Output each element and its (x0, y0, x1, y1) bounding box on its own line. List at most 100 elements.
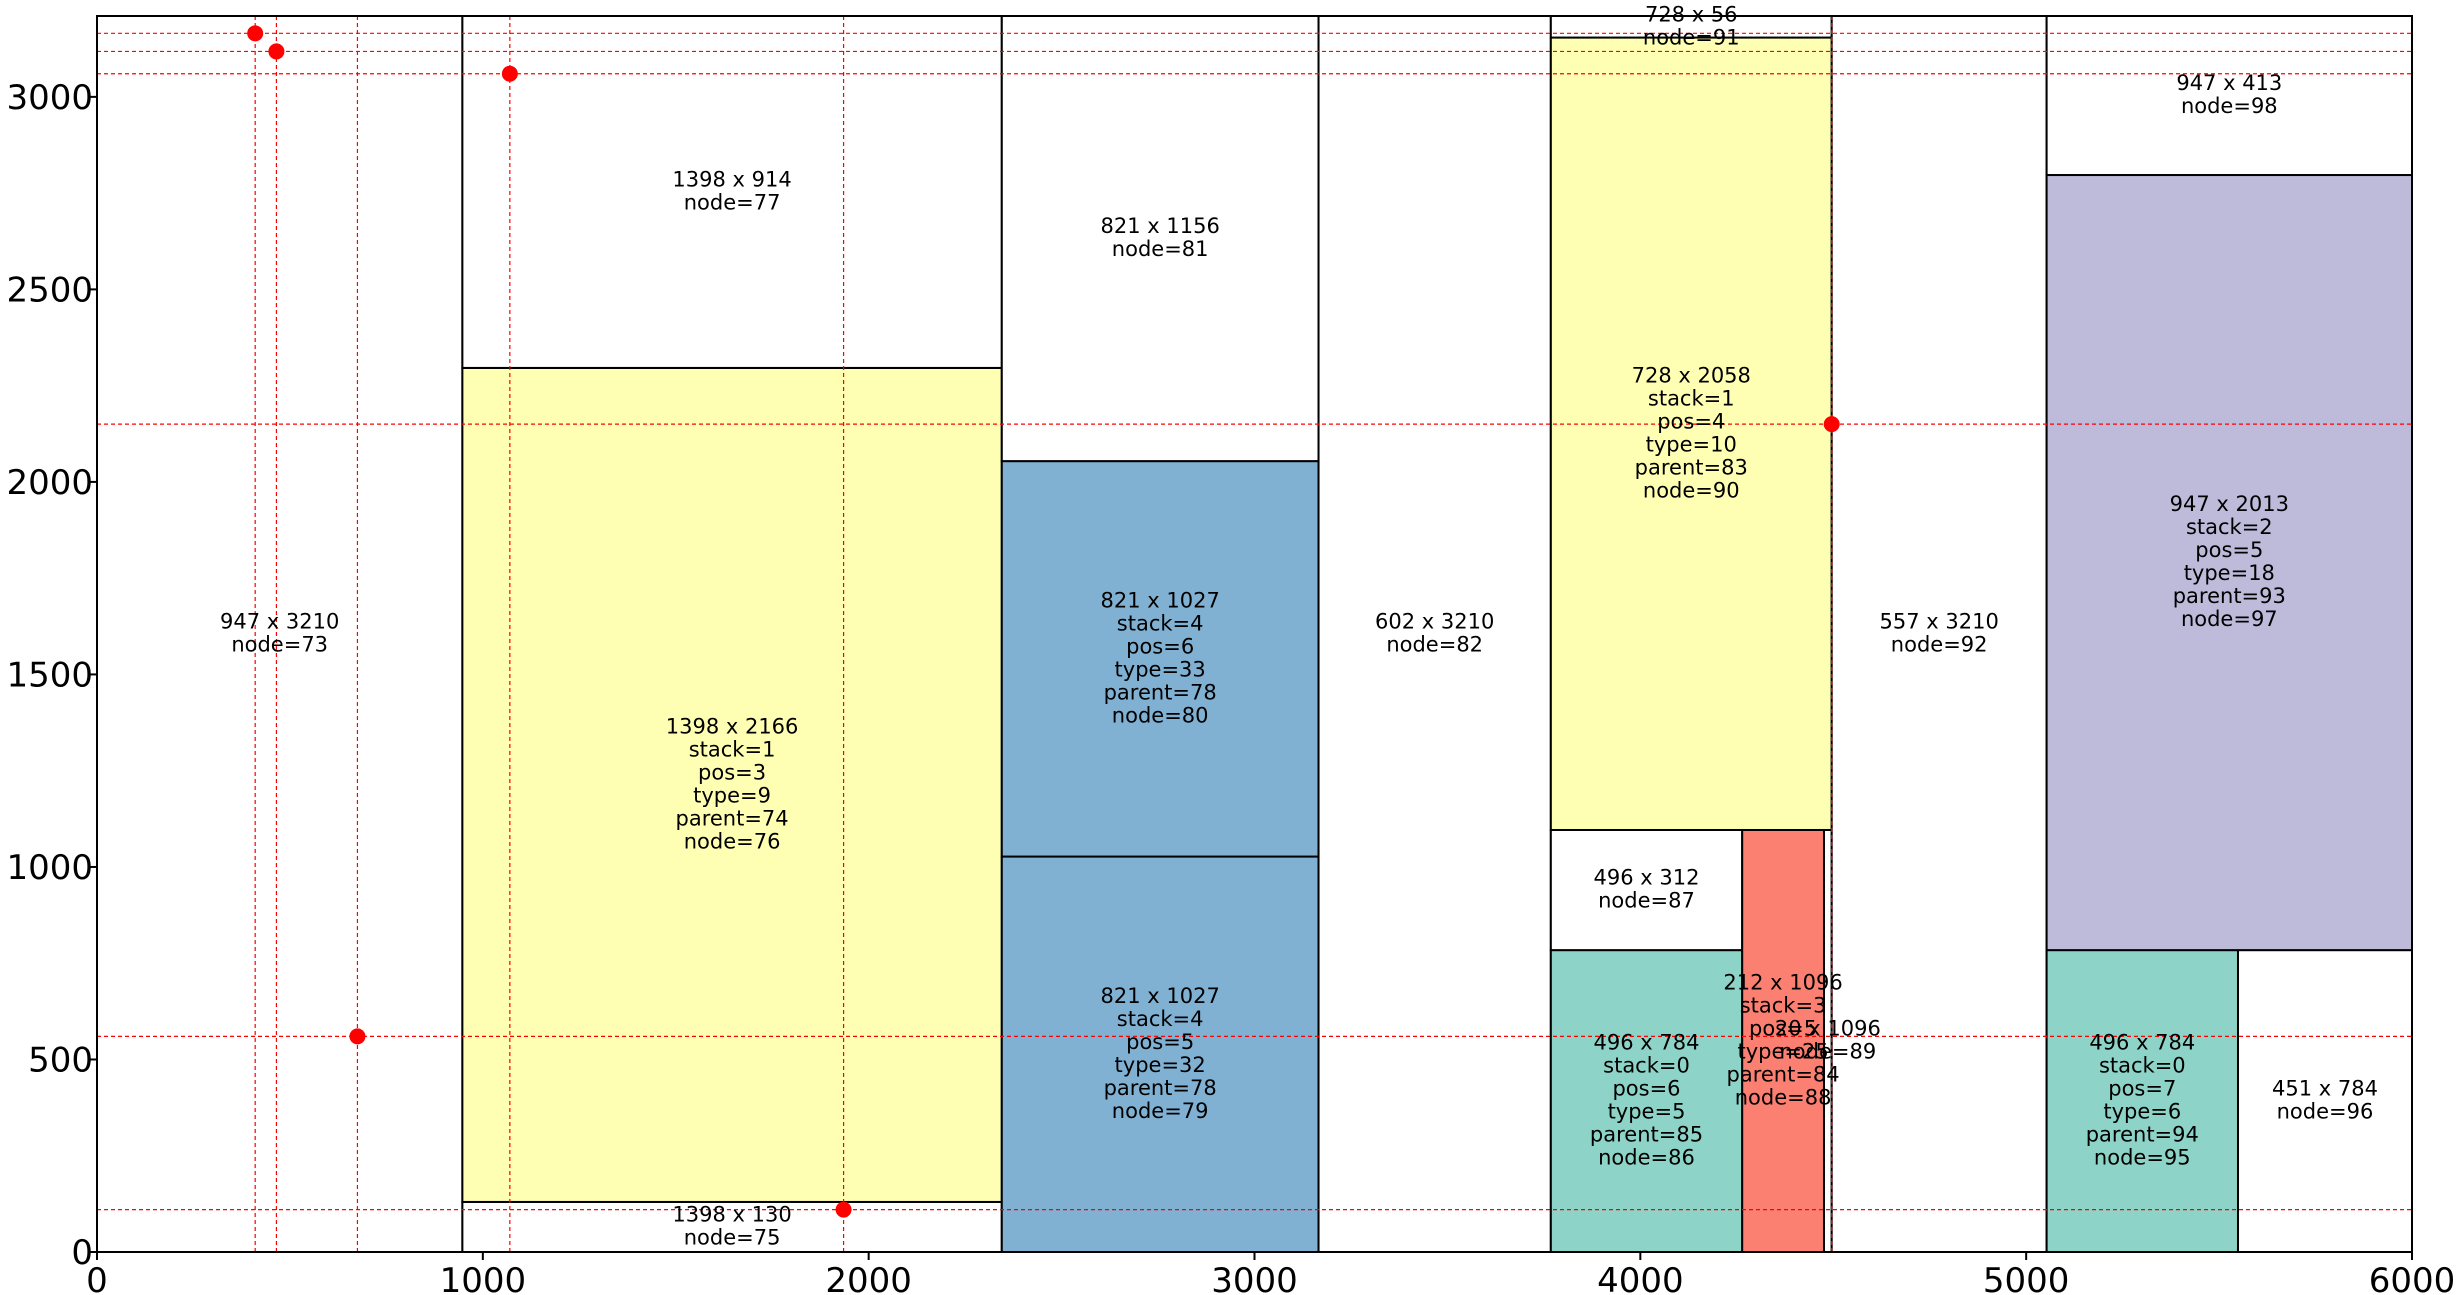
x-tick-label: 2000 (825, 1261, 912, 1295)
x-tick-label: 4000 (1597, 1261, 1684, 1295)
rect-label-line: 20 x 1096 (1775, 1016, 1881, 1040)
treemap-rect (2236, 949, 2414, 1253)
rect-label-line: node=96 (2277, 1100, 2374, 1124)
rect-label-line: 1398 x 914 (672, 167, 791, 191)
rect-label-line: node=82 (1386, 633, 1483, 657)
rect-label-line: node=91 (1643, 25, 1740, 49)
rect-label-line: node=97 (2181, 607, 2278, 631)
rect-label-line: stack=4 (1117, 611, 1204, 635)
x-tick-label: 6000 (2369, 1261, 2456, 1295)
guide-lines-layer (97, 16, 2412, 1252)
rect-label-line: 728 x 2058 (1632, 363, 1751, 387)
rect-label-line: node=75 (684, 1225, 781, 1249)
y-tick-label: 1500 (6, 655, 93, 695)
rect-label-line: pos=4 (1657, 409, 1725, 433)
rect-label-line: parent=78 (1104, 680, 1217, 704)
rect-label-line: stack=2 (2186, 515, 2273, 539)
rect-label-line: 821 x 1027 (1101, 588, 1220, 612)
rect-label-line: stack=1 (689, 737, 776, 761)
y-tick-label: 0 (71, 1233, 93, 1273)
rect-label-line: parent=85 (1590, 1123, 1703, 1147)
rect-label-line: pos=7 (2108, 1077, 2176, 1101)
rect-label-line: type=32 (1115, 1053, 1206, 1077)
rect-label-line: type=10 (1646, 432, 1737, 456)
rect-label-line: node=90 (1643, 478, 1740, 502)
rect-label-line: parent=93 (2173, 584, 2286, 608)
treemap-rect (1317, 15, 1552, 1253)
rect-label-line: 728 x 56 (1645, 2, 1738, 26)
x-tick-label: 5000 (1983, 1261, 2070, 1295)
treemap-rect (1000, 855, 1320, 1253)
rect-label-line: stack=1 (1648, 386, 1735, 410)
rect-label-line: 496 x 784 (1594, 1031, 1700, 1055)
rect-label-line: stack=0 (1603, 1054, 1690, 1078)
rect-label-line: type=9 (693, 783, 771, 807)
rect-label-line: 947 x 3210 (220, 610, 339, 634)
x-tick-label: 1000 (440, 1261, 527, 1295)
rect-label-line: stack=0 (2099, 1054, 2186, 1078)
rect-label-line: type=18 (2184, 561, 2275, 585)
rect-label-line: node=81 (1112, 237, 1209, 261)
rect-label-line: 947 x 413 (2176, 71, 2282, 95)
rect-label-line: node=86 (1598, 1146, 1695, 1170)
rect-label-line: node=87 (1598, 889, 1695, 913)
x-tick-label: 3000 (1211, 1261, 1298, 1295)
rect-label-line: pos=5 (1126, 1030, 1194, 1054)
y-tick-label: 500 (28, 1040, 93, 1080)
rect-label-line: node=95 (2094, 1146, 2191, 1170)
y-tick-label: 1000 (6, 848, 93, 888)
y-tick-label: 3000 (6, 78, 93, 118)
rect-label-line: type=5 (1608, 1100, 1686, 1124)
rect-label-line: type=25 (1737, 1039, 1828, 1063)
treemap-rect (96, 15, 464, 1253)
treemap-rect (461, 1200, 1003, 1254)
rect-label-line: stack=4 (1117, 1007, 1204, 1031)
rect-label-line: 451 x 784 (2272, 1077, 2378, 1101)
treemap-rect (1549, 828, 1744, 952)
treemap-rect (461, 15, 1003, 369)
rect-label-line: node=92 (1891, 633, 1988, 657)
rect-label-line: 1398 x 130 (672, 1202, 791, 1226)
rect-label-line: node=89 (1779, 1039, 1876, 1063)
rect-label-line: parent=94 (2086, 1123, 2199, 1147)
rect-label-line: parent=78 (1104, 1076, 1217, 1100)
data-point (349, 1028, 366, 1045)
treemap-rect (2045, 15, 2413, 177)
axis-ticks-layer: 0 1000 2000 3000 4000 5000 6000 0 500 1000 1500 200… (6, 78, 2455, 1295)
rectangles-layer (96, 15, 2414, 1254)
rect-label-line: parent=74 (676, 806, 789, 830)
rect-label-line: node=98 (2181, 94, 2278, 118)
treemap-rect (2045, 949, 2239, 1253)
y-tick-label: 2000 (6, 463, 93, 503)
rect-label-line: pos=6 (1612, 1077, 1680, 1101)
rect-label-line: node=80 (1112, 703, 1209, 727)
rect-label-line: node=77 (684, 190, 781, 214)
rect-label-line: pos=3 (698, 760, 766, 784)
rect-label-line: 1398 x 2166 (666, 714, 799, 738)
rect-label-line: 821 x 1027 (1101, 984, 1220, 1008)
x-tick-label: 0 (86, 1261, 108, 1295)
treemap-rect (1000, 15, 1320, 463)
treemap-rect (2045, 174, 2413, 952)
data-point (1823, 416, 1840, 433)
rect-label-line: parent=83 (1635, 455, 1748, 479)
data-point (501, 65, 518, 82)
rect-label-line: 496 x 784 (2089, 1031, 2195, 1055)
rect-label-line: 496 x 312 (1594, 866, 1700, 890)
treemap-rect (1549, 36, 1833, 831)
rect-label-line: 821 x 1156 (1101, 214, 1220, 238)
rect-label-line: stack=3 (1740, 993, 1827, 1017)
rect-label-line: node=76 (684, 829, 781, 853)
data-point (835, 1201, 852, 1218)
treemap-rect (1000, 460, 1320, 858)
data-point (247, 25, 264, 42)
data-point (268, 43, 285, 60)
rect-label-line: 557 x 3210 (1880, 610, 1999, 634)
rect-label-line: 947 x 2013 (2170, 492, 2289, 516)
rect-label-line: parent=84 (1727, 1062, 1840, 1086)
rect-label-line: 212 x 1096 (1723, 970, 1842, 994)
points-layer (247, 25, 1840, 1218)
rect-label-line: pos=5 (2195, 538, 2263, 562)
rect-label-line: node=88 (1735, 1085, 1832, 1109)
